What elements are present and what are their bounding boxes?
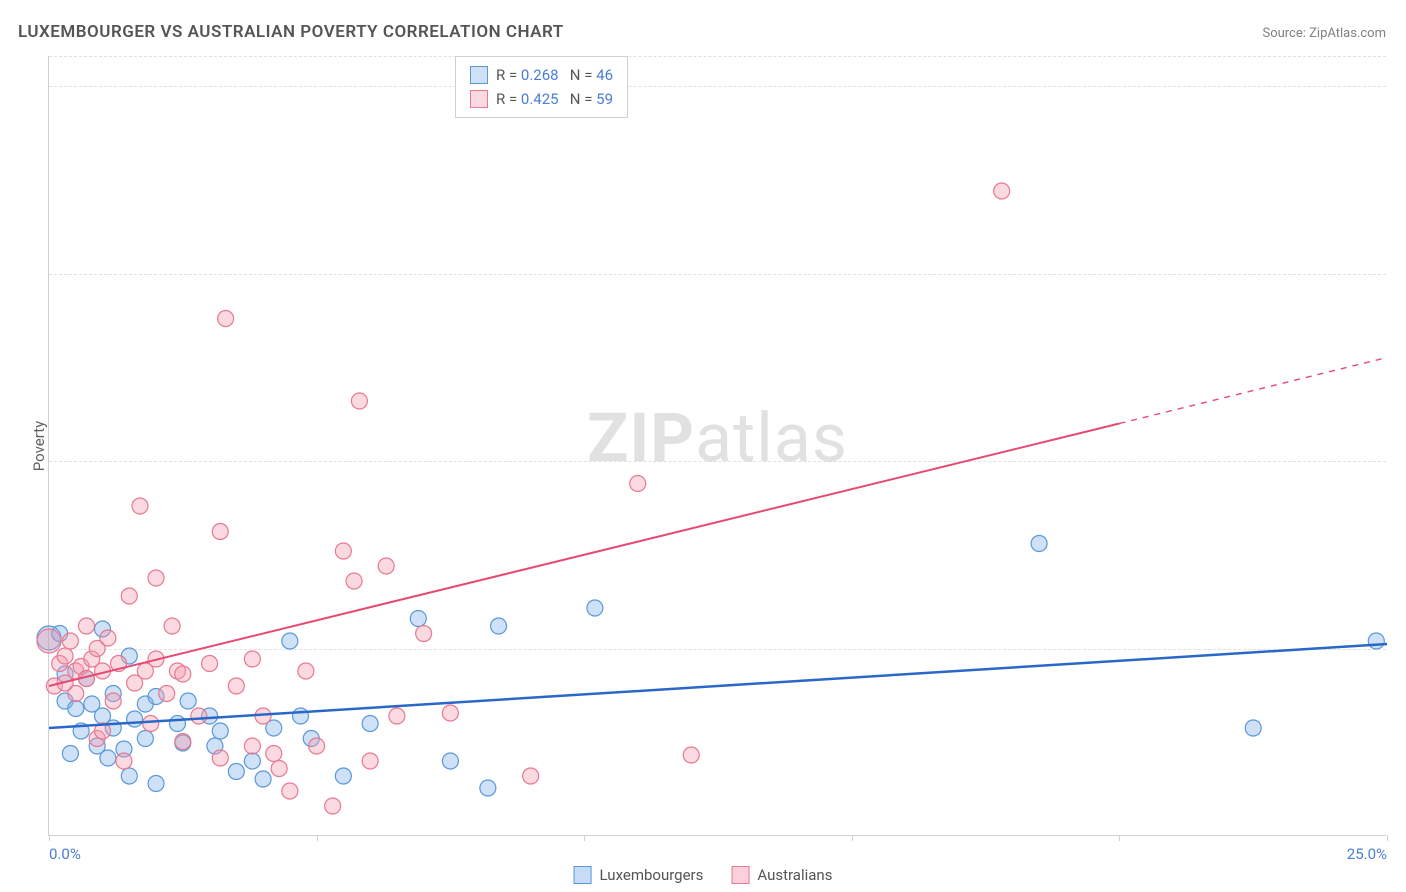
data-point xyxy=(282,783,298,799)
data-point xyxy=(1031,536,1047,552)
data-point xyxy=(416,626,432,642)
data-point xyxy=(116,753,132,769)
legend-label: Australians xyxy=(757,866,832,884)
data-point xyxy=(480,780,496,796)
data-point xyxy=(37,629,61,653)
data-point xyxy=(57,648,73,664)
data-point xyxy=(148,570,164,586)
legend-item: Australians xyxy=(731,866,832,884)
x-tick-label: 25.0% xyxy=(1347,845,1387,863)
series-swatch xyxy=(470,66,488,84)
data-point xyxy=(62,633,78,649)
legend-swatch xyxy=(731,866,749,884)
chart-title: LUXEMBOURGER VS AUSTRALIAN POVERTY CORRE… xyxy=(18,22,564,42)
data-point xyxy=(148,776,164,792)
chart-svg xyxy=(49,56,1387,836)
data-point xyxy=(994,183,1010,199)
data-point xyxy=(309,738,325,754)
data-point xyxy=(159,686,175,702)
data-point xyxy=(228,764,244,780)
data-point xyxy=(378,558,394,574)
legend-label: Luxembourgers xyxy=(600,866,704,884)
plot-area: ZIPatlas 12.5%25.0%37.5%50.0%0.0%25.0% xyxy=(48,56,1386,836)
data-point xyxy=(362,716,378,732)
data-point xyxy=(137,731,153,747)
data-point xyxy=(175,666,191,682)
stats-text: R = 0.425 N = 59 xyxy=(496,87,613,111)
data-point xyxy=(212,723,228,739)
data-point xyxy=(587,600,603,616)
legend-item: Luxembourgers xyxy=(574,866,704,884)
data-point xyxy=(78,618,94,634)
data-point xyxy=(218,311,234,327)
data-point xyxy=(335,768,351,784)
data-point xyxy=(491,618,507,634)
data-point xyxy=(127,711,143,727)
chart-container: LUXEMBOURGER VS AUSTRALIAN POVERTY CORRE… xyxy=(0,0,1406,892)
data-point xyxy=(442,705,458,721)
data-point xyxy=(100,750,116,766)
data-point xyxy=(442,753,458,769)
data-point xyxy=(143,716,159,732)
data-point xyxy=(362,753,378,769)
data-point xyxy=(62,746,78,762)
data-point xyxy=(255,771,271,787)
data-point xyxy=(683,747,699,763)
data-point xyxy=(180,693,196,709)
data-point xyxy=(1245,720,1261,736)
stats-legend-box: R = 0.268 N = 46R = 0.425 N = 59 xyxy=(455,56,628,118)
data-point xyxy=(271,761,287,777)
data-point xyxy=(351,393,367,409)
data-point xyxy=(523,768,539,784)
data-point xyxy=(202,656,218,672)
data-point xyxy=(191,708,207,724)
legend-swatch xyxy=(574,866,592,884)
data-point xyxy=(298,663,314,679)
data-point xyxy=(282,633,298,649)
data-point xyxy=(244,738,260,754)
stats-row: R = 0.425 N = 59 xyxy=(470,87,613,111)
x-tick xyxy=(1387,835,1388,841)
series-legend: Luxembourgers Australians xyxy=(574,866,833,884)
stats-row: R = 0.268 N = 46 xyxy=(470,63,613,87)
data-point xyxy=(1368,633,1384,649)
data-point xyxy=(164,618,180,634)
data-point xyxy=(132,498,148,514)
data-point xyxy=(121,768,137,784)
stats-text: R = 0.268 N = 46 xyxy=(496,63,613,87)
data-point xyxy=(630,476,646,492)
data-point xyxy=(169,716,185,732)
data-point xyxy=(335,543,351,559)
data-point xyxy=(121,588,137,604)
data-point xyxy=(325,798,341,814)
trend-line-extrapolated xyxy=(1119,358,1387,424)
y-tick-label: 25.0% xyxy=(1391,452,1406,470)
data-point xyxy=(175,734,191,750)
data-point xyxy=(266,746,282,762)
y-tick-label: 50.0% xyxy=(1391,77,1406,95)
data-point xyxy=(68,701,84,717)
data-point xyxy=(228,678,244,694)
data-point xyxy=(346,573,362,589)
source-attribution: Source: ZipAtlas.com xyxy=(1262,26,1386,41)
data-point xyxy=(100,630,116,646)
y-tick-label: 12.5% xyxy=(1391,640,1406,658)
x-tick-label: 0.0% xyxy=(49,845,81,863)
data-point xyxy=(212,524,228,540)
data-point xyxy=(389,708,405,724)
series-swatch xyxy=(470,90,488,108)
y-axis-label: Poverty xyxy=(30,421,48,471)
trend-line xyxy=(49,424,1119,687)
y-tick-label: 37.5% xyxy=(1391,265,1406,283)
data-point xyxy=(244,753,260,769)
data-point xyxy=(212,750,228,766)
data-point xyxy=(244,651,260,667)
data-point xyxy=(68,686,84,702)
data-point xyxy=(410,611,426,627)
data-point xyxy=(105,693,121,709)
data-point xyxy=(293,708,309,724)
